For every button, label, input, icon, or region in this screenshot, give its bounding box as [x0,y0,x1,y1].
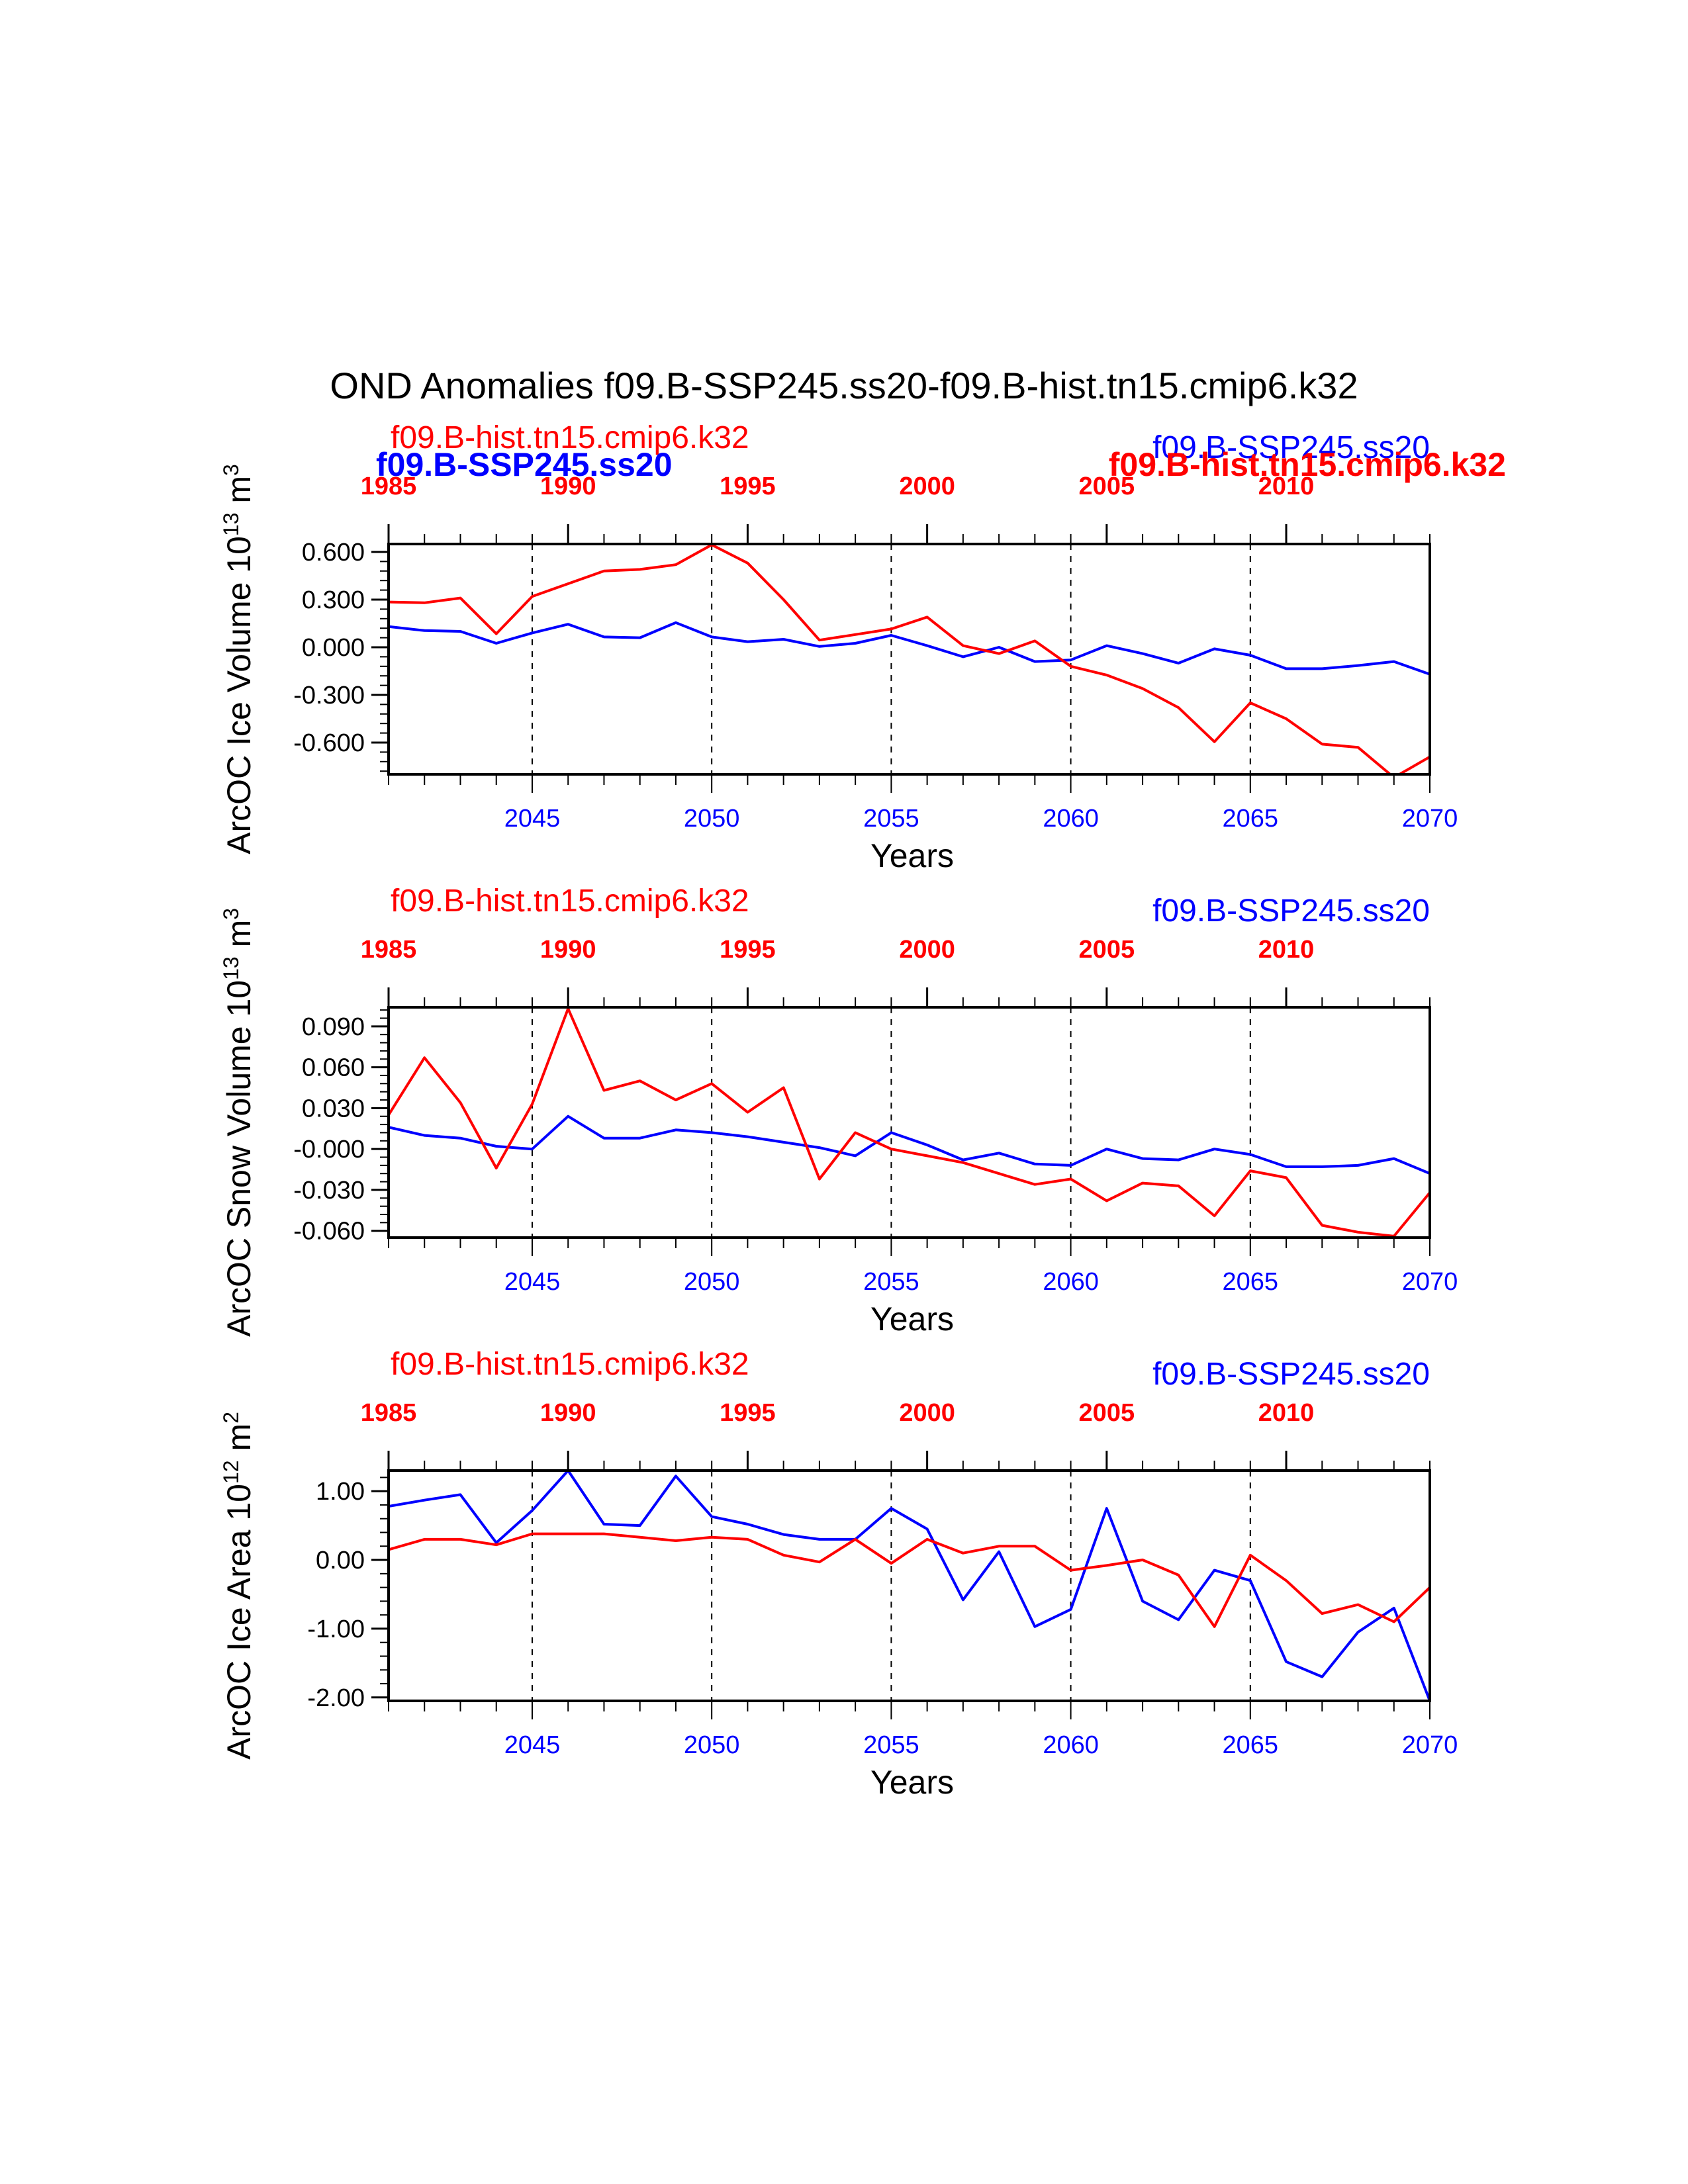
ytick-label: -0.300 [293,682,365,709]
xtick-label-hist: 1990 [540,1399,596,1427]
xtick-label-ssp: 2070 [1402,1268,1458,1296]
label-hist: f09.B-hist.tn15.cmip6.k32 [391,420,749,455]
series-line-hist [389,544,1430,774]
xtick-label-hist: 2010 [1258,936,1315,964]
ytick-label: 0.000 [302,634,365,662]
ytick-label: 1.00 [316,1478,365,1506]
ytick-label: -2.00 [307,1684,365,1712]
xtick-label-hist: 1985 [361,936,417,964]
xtick-label-ssp: 2045 [504,1731,561,1759]
xtick-label-ssp: 2055 [863,1268,919,1296]
xtick-label-hist: 1985 [361,1399,417,1427]
xtick-label-ssp: 2050 [684,1731,740,1759]
xtick-label-ssp: 2060 [1043,1731,1099,1759]
xtick-label-ssp: 2060 [1043,1268,1099,1296]
xtick-label-hist: 2000 [899,936,955,964]
xtick-label-ssp: 2065 [1223,1268,1279,1296]
xtick-label-ssp: 2070 [1402,1731,1458,1759]
label-hist: f09.B-hist.tn15.cmip6.k32 [391,884,749,919]
ytick-label: 0.300 [302,586,365,614]
label-ssp: f09.B-SSP245.ss20 [1152,430,1430,465]
ytick-label: 0.090 [302,1013,365,1041]
panel-3: 1.00 0.00 -1.00 -2.00 2045 2050 2055 2060 2065 20… [219,1347,1458,1801]
xtick-label-ssp: 2065 [1223,805,1279,833]
panel-1: 0.600 0.300 0.000 -0.300 -0.600 2045 2050 2055 2… [219,420,1506,874]
xtick-label-ssp: 2060 [1043,805,1099,833]
series-line-ssp [389,1471,1430,1701]
plot-frame [387,1469,1431,1702]
xtick-label-hist: 1995 [720,473,776,500]
label-hist: f09.B-hist.tn15.cmip6.k32 [391,1347,749,1382]
xtick-label-hist: 2000 [899,1399,955,1427]
series-line-ssp [389,621,1430,676]
xtick-label-hist: 1995 [720,1399,776,1427]
label-ssp: f09.B-SSP245.ss20 [1152,893,1430,929]
ytick-label: -0.600 [293,729,365,757]
ytick-label: 0.00 [316,1547,365,1574]
series-line-hist [389,1532,1430,1628]
overlay-label-ssp-left: f09.B-SSP245.ss20 [376,446,673,483]
xtick-label-ssp: 2050 [684,1268,740,1296]
ytick-label: -0.060 [293,1218,365,1246]
xtick-label-hist: 1990 [540,473,596,500]
xtick-label-hist: 2005 [1079,473,1135,500]
panel-2: 0.090 0.060 0.030 -0.000 -0.030 -0.060 2045 205… [219,884,1458,1338]
series-line-hist [389,1007,1430,1238]
x-axis-title: Years [870,1300,954,1338]
label-ssp: f09.B-SSP245.ss20 [1152,1357,1430,1392]
plot-frame [387,1006,1431,1239]
xtick-label-hist: 2005 [1079,1399,1135,1427]
ytick-label: 0.030 [302,1095,365,1122]
ytick-label: -1.00 [307,1615,365,1643]
xtick-label-hist: 2000 [899,473,955,500]
overlay-label-hist-right: f09.B-hist.tn15.cmip6.k32 [1109,446,1506,483]
y-axis-title: ArcOC Ice Area 1012 m2 [219,1412,258,1760]
xtick-label-ssp: 2045 [504,805,561,833]
xtick-label-ssp: 2055 [863,1731,919,1759]
ytick-label: 0.060 [302,1054,365,1082]
x-axis-title: Years [870,1764,954,1801]
xtick-label-hist: 2005 [1079,936,1135,964]
xtick-label-ssp: 2050 [684,805,740,833]
xtick-label-hist: 1985 [361,473,417,500]
panels: 0.600 0.300 0.000 -0.300 -0.600 2045 2050 2055 2… [219,420,1506,1801]
y-axis-title: ArcOC Ice Volume 1013 m3 [219,464,258,854]
ytick-label: 0.600 [302,539,365,567]
ytick-label: -0.030 [293,1177,365,1205]
xtick-label-hist: 1995 [720,936,776,964]
plot-frame [387,543,1431,776]
ytick-label: -0.000 [293,1136,365,1163]
y-axis-title: ArcOC Snow Volume 1013 m3 [219,908,258,1337]
xtick-label-ssp: 2045 [504,1268,561,1296]
x-axis-title: Years [870,837,954,874]
figure-title: OND Anomalies f09.B-SSP245.ss20-f09.B-hi… [330,365,1358,406]
xtick-label-ssp: 2055 [863,805,919,833]
series-line-ssp [389,1115,1430,1175]
xtick-label-ssp: 2070 [1402,805,1458,833]
xtick-label-hist: 2010 [1258,473,1315,500]
xtick-label-hist: 1990 [540,936,596,964]
xtick-label-ssp: 2065 [1223,1731,1279,1759]
xtick-label-hist: 2010 [1258,1399,1315,1427]
